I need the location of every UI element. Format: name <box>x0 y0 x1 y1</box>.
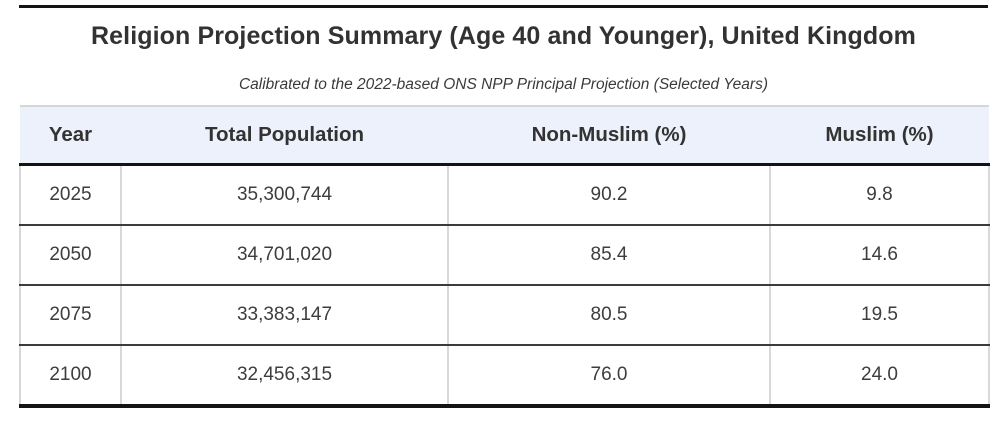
table-row: 2100 32,456,315 76.0 24.0 <box>19 344 990 407</box>
table-row: 2075 33,383,147 80.5 19.5 <box>19 284 990 346</box>
cell-year: 2075 <box>19 284 122 346</box>
cell-muslim-pct: 24.0 <box>769 344 990 407</box>
header-row: Year Total Population Non-Muslim (%) Mus… <box>20 105 989 166</box>
cell-year: 2100 <box>19 344 122 407</box>
cell-muslim-pct: 14.6 <box>769 224 990 286</box>
cell-non-muslim-pct: 85.4 <box>447 224 771 286</box>
column-header-muslim-pct: Muslim (%) <box>770 105 989 166</box>
column-header-year: Year <box>20 105 121 166</box>
cell-total-population: 35,300,744 <box>120 163 449 226</box>
cell-muslim-pct: 9.8 <box>769 163 990 226</box>
cell-total-population: 33,383,147 <box>120 284 449 346</box>
page-subtitle: Calibrated to the 2022-based ONS NPP Pri… <box>238 76 768 93</box>
top-rule <box>19 5 988 8</box>
table-row: 2025 35,300,744 90.2 9.8 <box>19 163 990 226</box>
page-title: Religion Projection Summary (Age 40 and … <box>90 22 916 50</box>
column-header-non-muslim-pct: Non-Muslim (%) <box>448 105 770 166</box>
cell-year: 2050 <box>19 224 122 286</box>
cell-non-muslim-pct: 76.0 <box>447 344 771 407</box>
table-body: 2025 35,300,744 90.2 9.8 2050 34,701,020… <box>19 163 990 407</box>
cell-non-muslim-pct: 90.2 <box>447 163 771 226</box>
table-header: Year Total Population Non-Muslim (%) Mus… <box>20 105 989 166</box>
cell-total-population: 32,456,315 <box>120 344 449 407</box>
projection-table: Year Total Population Non-Muslim (%) Mus… <box>19 105 990 408</box>
cell-muslim-pct: 19.5 <box>769 284 990 346</box>
column-header-total-population: Total Population <box>121 105 448 166</box>
cell-total-population: 34,701,020 <box>120 224 449 286</box>
cell-non-muslim-pct: 80.5 <box>447 284 771 346</box>
cell-year: 2025 <box>19 163 122 226</box>
figure-container: Religion Projection Summary (Age 40 and … <box>19 5 990 408</box>
table-row: 2050 34,701,020 85.4 14.6 <box>19 224 990 286</box>
